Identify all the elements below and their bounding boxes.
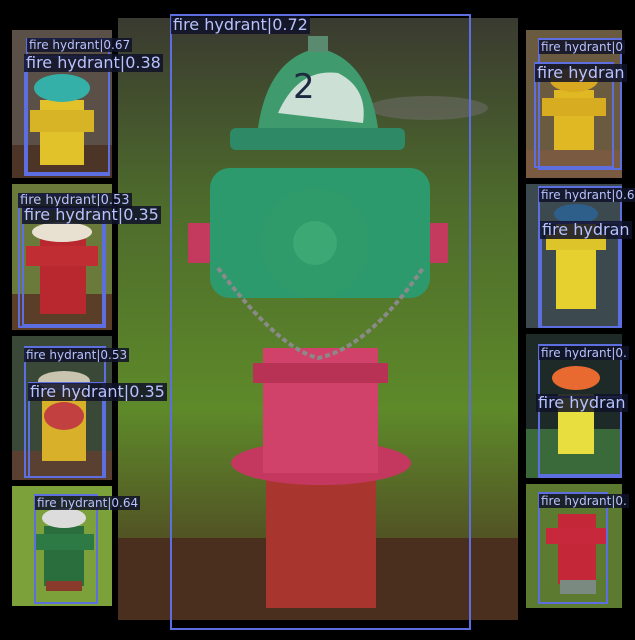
detection-box-right-1b bbox=[534, 62, 614, 168]
detection-label-right-2b: fire hydran bbox=[540, 220, 632, 239]
detection-label-left-1b: fire hydrant|0.38 bbox=[24, 53, 163, 72]
detection-label-left-3a: fire hydrant|0.53 bbox=[24, 348, 130, 362]
detection-label-left-2b: fire hydrant|0.35 bbox=[22, 205, 161, 224]
detection-box-main bbox=[170, 14, 471, 630]
detection-label-left-4: fire hydrant|0.64 bbox=[35, 496, 141, 510]
detection-label-left-1a: fire hydrant|0.67 bbox=[27, 38, 133, 52]
detection-box-right-1a bbox=[538, 38, 622, 170]
yellow-hydrant-photo bbox=[12, 30, 112, 178]
detection-label-right-1b: fire hydran bbox=[535, 63, 627, 82]
detection-label-right-3a: fire hydrant|0. bbox=[539, 346, 629, 360]
detection-box-left-4 bbox=[34, 494, 98, 604]
detection-label-right-1a: fire hydrant|0 bbox=[539, 40, 626, 54]
main-hydrant-photo: 2 bbox=[118, 18, 518, 620]
detection-box-left-2b bbox=[22, 208, 104, 326]
detection-label-left-2a: fire hydrant|0.53 bbox=[18, 193, 132, 208]
svg-text:2: 2 bbox=[293, 67, 315, 107]
detection-label-right-4: fire hydrant|0. bbox=[539, 494, 629, 508]
main-image-tile: 2 bbox=[118, 18, 518, 620]
detection-label-right-2a: fire hydrant|0.6 bbox=[539, 188, 635, 202]
detection-label-left-3b: fire hydrant|0.35 bbox=[28, 382, 167, 401]
left-tile-1 bbox=[12, 30, 112, 178]
detection-box-left-1b bbox=[24, 56, 110, 176]
detection-label-right-3b: fire hydran bbox=[536, 393, 628, 412]
detection-box-right-4 bbox=[538, 492, 608, 604]
detection-label-main: fire hydrant|0.72 bbox=[171, 15, 310, 34]
